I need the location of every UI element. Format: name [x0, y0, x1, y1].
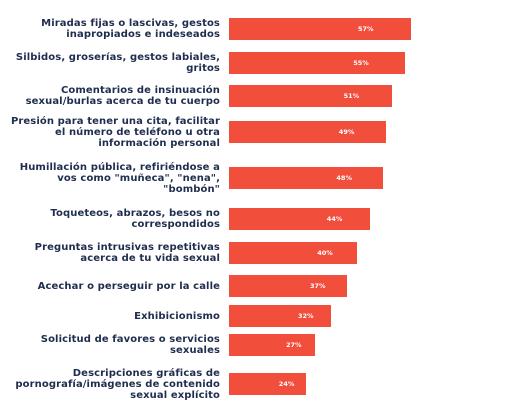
category-label: Miradas fijas o lascivas, gestos inaprop…	[41, 18, 220, 40]
bar	[229, 373, 306, 395]
category-label: Presión para tener una cita, facilitar e…	[10, 115, 220, 149]
value-label: 37%	[310, 282, 326, 290]
bar	[229, 305, 332, 327]
value-label: 55%	[353, 59, 369, 67]
category-label: Solicitud de favores o servicios sexuale…	[40, 334, 220, 356]
bar	[229, 85, 393, 107]
value-label: 49%	[338, 128, 355, 136]
value-label: 57%	[358, 25, 374, 33]
value-label: 24%	[278, 380, 295, 388]
value-label: 48%	[336, 174, 352, 182]
value-label: 32%	[298, 312, 314, 320]
value-label: 40%	[317, 249, 333, 257]
bar	[229, 167, 383, 189]
category-label: Humillación pública, refiriéndose a vos …	[19, 161, 220, 195]
category-label: Silbidos, groserías, gestos labiales, gr…	[15, 52, 220, 74]
value-label: 27%	[286, 341, 302, 349]
category-label: Toqueteos, abrazos, besos no correspondi…	[50, 208, 220, 230]
bar	[229, 18, 412, 40]
category-label: Preguntas intrusivas repetitivas acerca …	[34, 242, 220, 264]
category-label: Descripciones gráficas de pornografía/im…	[15, 367, 220, 401]
bar	[229, 242, 357, 264]
bar	[229, 121, 386, 143]
category-label: Comentarios de insinuación sexual/burlas…	[25, 85, 220, 107]
bar	[229, 275, 348, 297]
category-label: Exhibicionismo	[134, 310, 220, 322]
bar	[229, 208, 370, 230]
value-label: 51%	[343, 92, 360, 100]
bar	[229, 334, 316, 356]
category-label: Acechar o perseguir por la calle	[37, 280, 220, 292]
bar	[229, 52, 405, 74]
value-label: 44%	[326, 215, 343, 223]
